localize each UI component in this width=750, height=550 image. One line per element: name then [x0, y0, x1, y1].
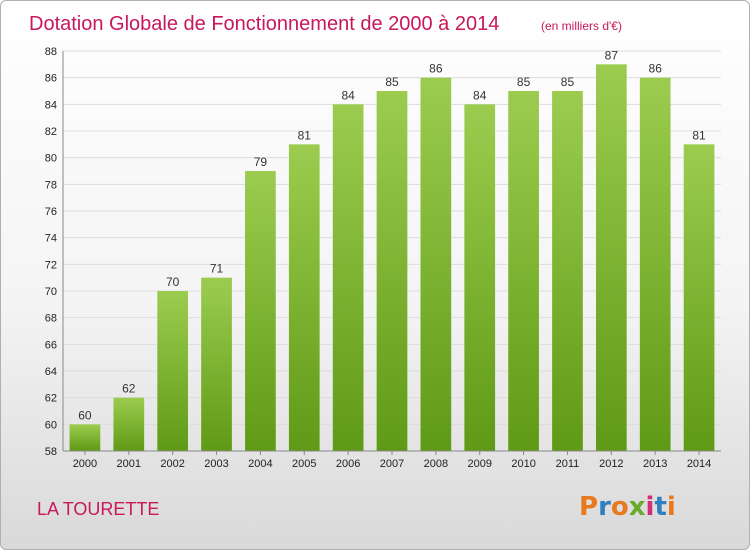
bar-value-label: 79	[254, 155, 268, 169]
y-tick-label: 64	[45, 366, 57, 378]
y-tick-label: 62	[45, 393, 57, 405]
bar	[288, 144, 320, 452]
bar	[508, 91, 539, 451]
bar-value-label: 84	[341, 88, 355, 102]
x-tick-label: 2011	[556, 458, 580, 470]
logo-letter: t	[654, 492, 666, 522]
y-tick-label: 70	[45, 286, 57, 298]
bar-value-label: 71	[210, 262, 224, 276]
y-tick-label: 78	[45, 179, 57, 191]
x-tick-label: 2004	[248, 458, 272, 470]
bar-value-label: 85	[561, 75, 575, 89]
commune-name: LA TOURETTE	[37, 499, 159, 519]
logo-letter: r	[598, 492, 611, 522]
x-tick-label: 2010	[511, 458, 535, 470]
axes: 58 60 62 64 66 68 70 72 74 76 78 80 82 84 86 88 2000 2001…	[45, 46, 721, 470]
bar-value-label: 60	[78, 408, 92, 422]
x-tick-label: 2013	[643, 458, 667, 470]
y-tick-label: 80	[45, 153, 57, 165]
bar-value-label: 81	[692, 128, 706, 142]
chart-title: Dotation Globale de Fonctionnement de 20…	[29, 13, 499, 35]
bar	[157, 291, 189, 451]
x-tick-label: 2000	[73, 458, 97, 470]
x-tick-label: 2001	[117, 458, 141, 470]
proxiti-logo: Proxiti	[579, 492, 676, 522]
y-tick-label: 88	[45, 46, 57, 58]
bars: 60 62 70 71 79 81 84 85 86 84 85 85 87 86 81	[69, 48, 715, 452]
bar-value-label: 84	[473, 88, 487, 102]
x-tick-label: 2003	[204, 458, 228, 470]
logo-letter: P	[579, 492, 598, 522]
bar-value-label: 86	[649, 62, 663, 76]
logo-letter: x	[629, 492, 646, 522]
y-tick-label: 86	[45, 73, 57, 85]
logo-letter: i	[667, 492, 676, 522]
x-tick-label: 2007	[380, 458, 404, 470]
bar-value-label: 62	[122, 382, 136, 396]
bar-value-label: 86	[429, 62, 443, 76]
y-tick-label: 58	[45, 446, 57, 458]
bar	[113, 397, 145, 451]
x-tick-label: 2012	[599, 458, 623, 470]
x-tick-label: 2014	[687, 458, 711, 470]
bar	[376, 91, 408, 451]
y-tick-label: 66	[45, 339, 57, 351]
x-tick-label: 2009	[467, 458, 491, 470]
bar	[245, 171, 276, 451]
y-tick-label: 76	[45, 206, 57, 218]
x-tick-label: 2002	[160, 458, 184, 470]
x-tick-label: 2005	[292, 458, 316, 470]
bar	[332, 104, 364, 451]
y-tick-label: 68	[45, 313, 57, 325]
bar	[595, 64, 627, 452]
chart-subtitle: (en milliers d'€)	[541, 19, 622, 33]
y-tick-label: 84	[45, 99, 57, 111]
bar-value-label: 85	[517, 75, 531, 89]
bar	[201, 277, 232, 451]
bar-value-label: 81	[298, 128, 312, 142]
bar	[639, 77, 671, 452]
bar-value-label: 85	[385, 75, 399, 89]
y-tick-label: 72	[45, 259, 57, 271]
x-tick-label: 2008	[424, 458, 448, 470]
x-tick-label: 2006	[336, 458, 360, 470]
logo-letter: i	[646, 492, 655, 522]
bar-value-label: 87	[605, 48, 619, 62]
bar	[683, 144, 715, 452]
bar	[69, 424, 101, 451]
bar-value-label: 70	[166, 275, 180, 289]
bar	[552, 91, 583, 451]
y-tick-label: 74	[45, 233, 57, 245]
y-tick-label: 60	[45, 419, 57, 431]
bar	[464, 104, 496, 451]
logo-letter: o	[611, 492, 629, 522]
bar	[420, 77, 452, 452]
y-tick-label: 82	[45, 126, 57, 138]
